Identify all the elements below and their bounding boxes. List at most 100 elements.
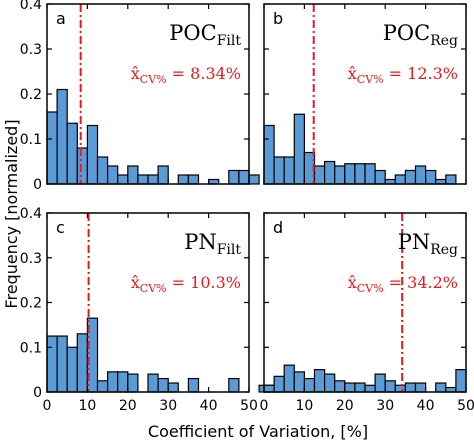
y-tick-label: 0.4 (20, 206, 42, 222)
x-axis-title: Coefficient of Variation, [%] (148, 422, 368, 441)
histogram-bar (157, 165, 169, 185)
bars-b (263, 113, 457, 185)
histogram-bar (273, 156, 285, 185)
histogram-bar (46, 335, 58, 393)
panel-title: PNFilt (184, 230, 241, 258)
x-tick-label: 40 (200, 398, 218, 414)
panel-a: 0 0.1 0.2 0.3 0.4 a POCFilt x̂CV% = 8.34% (20, 0, 260, 193)
histogram-bar (117, 174, 129, 185)
histogram-bar (354, 382, 366, 393)
histogram-bar (157, 377, 169, 393)
histogram-bar (354, 163, 366, 185)
median-annotation: x̂CV% = 34.2% (348, 273, 458, 295)
histogram-bar (313, 165, 326, 185)
histogram-bar (293, 113, 305, 185)
panel-d: 0 10 20 30 40 50 d PNReg x̂CV% = 34.2% (260, 212, 474, 414)
histogram-bar (374, 169, 386, 185)
histogram-bar (147, 174, 159, 185)
histogram-bar (96, 156, 109, 185)
panel-title-main: POC (169, 21, 216, 45)
median-annotation: x̂CV% = 12.3% (348, 64, 458, 86)
histogram-bar (455, 369, 467, 393)
histogram-bar (344, 382, 356, 393)
panel-title: POCReg (383, 21, 458, 49)
histogram-bar (187, 377, 200, 393)
x-tick-label: 0 (43, 398, 52, 414)
histogram-bar (414, 382, 427, 393)
x-tick-label: 50 (240, 398, 258, 414)
histogram-bar (334, 165, 346, 185)
histogram-bar (364, 163, 376, 185)
histogram-bar (414, 165, 427, 185)
median-value: = 12.3% (384, 64, 458, 83)
median-annotation: x̂CV% = 10.3% (131, 273, 241, 295)
histogram-bar (86, 124, 99, 185)
histogram-bar (293, 371, 305, 393)
histogram-bar (273, 375, 285, 393)
histogram-bar (106, 371, 119, 393)
median-symbol-subscript: CV% (357, 282, 384, 295)
histogram-bar (228, 169, 240, 185)
histogram-bar (384, 380, 396, 393)
histogram-bar (137, 174, 149, 185)
y-tick-label: 0.2 (20, 296, 42, 312)
histogram-bar (248, 174, 260, 185)
x-tick-label: 40 (417, 398, 435, 414)
panel-title-main: POC (383, 21, 430, 45)
median-symbol-subscript: CV% (140, 282, 167, 295)
panel-c: 0 10 20 30 40 50 0 0.1 0.2 0.3 0.4 c PNFilt x̂CV% = 1… (20, 206, 280, 414)
histogram-bar (404, 169, 417, 185)
bars-d (263, 364, 467, 393)
y-tick-label: 0.1 (20, 340, 42, 356)
histogram-bar (228, 377, 240, 393)
panel-title: PNReg (398, 230, 458, 258)
x-tick-label: 10 (295, 398, 313, 414)
panel-title: POCFilt (169, 21, 241, 49)
median-symbol: x̂ (348, 64, 357, 83)
median-annotation: x̂CV% = 8.34% (131, 64, 241, 86)
histogram-bar (177, 174, 190, 185)
panel-letter: b (273, 9, 283, 28)
x-tick-label: 20 (336, 398, 354, 414)
histogram-bar (46, 111, 58, 185)
y-tick-label: 0 (33, 385, 42, 401)
median-value: = 34.2% (384, 273, 458, 292)
median-value: = 10.3% (167, 273, 241, 292)
y-tick-label: 0.2 (20, 87, 42, 103)
x-tick-label: 20 (119, 398, 137, 414)
median-symbol-subscript: CV% (140, 73, 167, 86)
x-tick-label: 10 (78, 398, 96, 414)
histogram-bar (394, 384, 406, 393)
histogram-bar (117, 371, 129, 393)
panel-title-subscript: Filt (217, 242, 242, 258)
histogram-bar (56, 88, 68, 185)
panel-title-main: PN (398, 230, 431, 254)
panel-title-subscript: Reg (430, 242, 458, 258)
histogram-bar (238, 169, 250, 185)
median-symbol-subscript: CV% (357, 73, 384, 86)
panel-title-subscript: Reg (430, 33, 458, 49)
median-value: = 8.34% (167, 64, 241, 83)
x-tick-label: 30 (159, 398, 177, 414)
histogram-bar (106, 165, 119, 185)
histogram-bar (127, 373, 139, 393)
histogram-bar (303, 377, 316, 393)
y-tick-label: 0.3 (20, 251, 42, 267)
histogram-bar (263, 384, 275, 393)
panel-title-main: PN (184, 230, 217, 254)
y-axis-title: Frequency [normalized] (2, 119, 21, 308)
histogram-bar (404, 382, 417, 393)
histogram-bar (56, 335, 68, 393)
panel-letter: c (56, 218, 65, 237)
panel-title-subscript: Filt (217, 33, 242, 49)
panel-letter: d (273, 218, 283, 237)
panel-letter: a (56, 9, 66, 28)
histogram-bar (76, 147, 89, 185)
histogram-bar (334, 380, 346, 393)
histogram-bar (127, 165, 139, 185)
median-symbol: x̂ (348, 273, 357, 292)
y-tick-label: 0.3 (20, 42, 42, 58)
histogram-bar (76, 333, 89, 393)
